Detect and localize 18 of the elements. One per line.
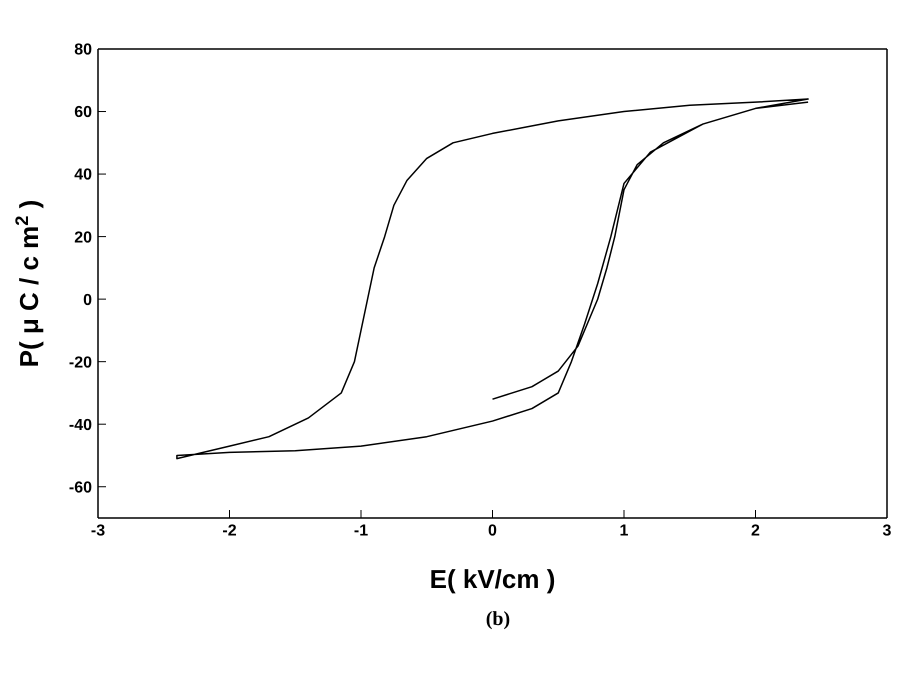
x-axis-title: E( kV/cm ) <box>430 564 556 594</box>
y-tick-label: 20 <box>74 229 92 246</box>
y-tick-label: -60 <box>68 479 92 496</box>
y-tick-label: -20 <box>68 354 92 372</box>
y-tick-label: 40 <box>74 166 92 184</box>
x-tick-label: -3 <box>90 522 106 540</box>
x-tick-label: 3 <box>882 522 892 540</box>
y-tick-label: 60 <box>74 104 92 122</box>
line-series <box>176 98 809 460</box>
y-tick-label: -40 <box>68 416 92 434</box>
text: (b) <box>484 608 512 631</box>
x-tick-label: -2 <box>222 522 237 540</box>
y-tick-label: 80 <box>74 42 92 59</box>
y-tick-label: 0 <box>83 292 92 309</box>
x-tick-label: -1 <box>354 522 368 540</box>
x-tick-label: 2 <box>751 522 760 540</box>
x-tick-label: 1 <box>620 522 629 540</box>
x-tick-label: 0 <box>488 522 498 540</box>
